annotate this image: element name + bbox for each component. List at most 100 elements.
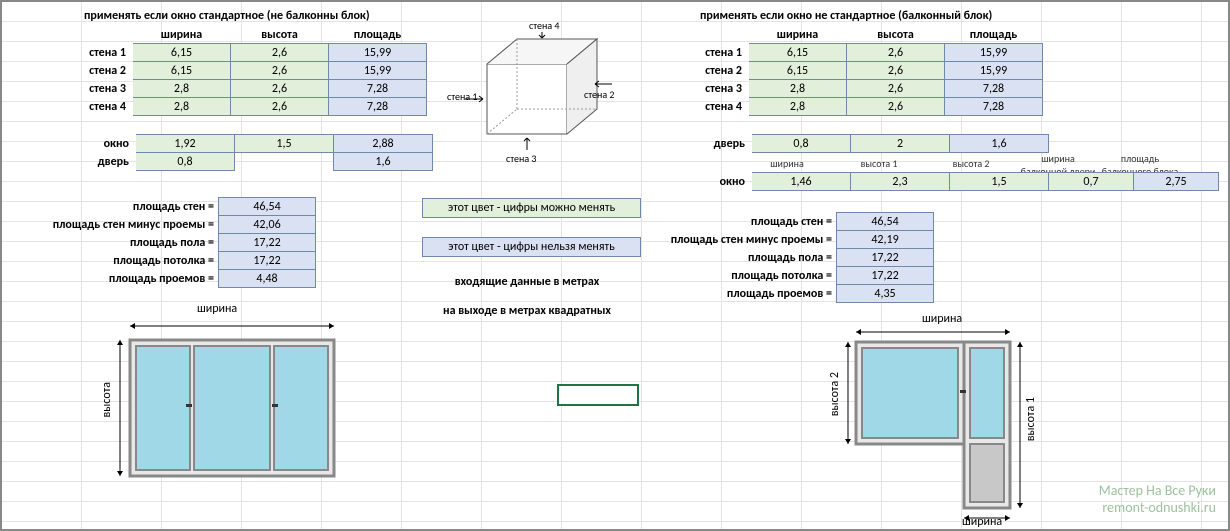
cell: 15,99: [329, 44, 427, 62]
col-height: высота: [847, 26, 945, 44]
cell[interactable]: 2,6: [231, 44, 329, 62]
result-label: площадь стен минус проемы =: [630, 231, 837, 249]
row-label: стена 1: [661, 44, 749, 62]
cell[interactable]: 2,6: [231, 98, 329, 116]
result-label: площадь пола =: [12, 234, 219, 252]
note-output-units: на выходе в метрах квадратных: [422, 304, 632, 318]
result-label: площадь стен =: [630, 213, 837, 231]
right-title: применять если окно не стандартное (балк…: [700, 9, 992, 23]
cell[interactable]: 2,6: [847, 80, 945, 98]
row-label: окно: [661, 173, 752, 191]
cell[interactable]: 2,8: [133, 98, 231, 116]
balcony-height2-label: высота 2: [828, 372, 842, 416]
cell[interactable]: 1,5: [950, 173, 1049, 191]
cell[interactable]: 2,8: [749, 80, 847, 98]
left-title: применять если окно стандартное (не балк…: [84, 9, 370, 23]
cell[interactable]: 2,6: [847, 62, 945, 80]
window-width-label: ширина: [197, 302, 237, 316]
row-label: дверь: [661, 135, 752, 153]
cell: 7,28: [329, 98, 427, 116]
left-walls-table: ширина высота площадь стена 16,152,615,9…: [44, 26, 427, 116]
left-results: площадь стен =46,54 площадь стен минус п…: [12, 197, 316, 288]
cell: 7,28: [329, 80, 427, 98]
row-label: стена 1: [45, 44, 133, 62]
sublabel: высота 1: [834, 157, 924, 170]
cell[interactable]: 6,15: [133, 44, 231, 62]
cell[interactable]: 2,8: [133, 80, 231, 98]
cell[interactable]: 2,6: [231, 62, 329, 80]
cell: 15,99: [945, 44, 1043, 62]
cell[interactable]: 1,46: [752, 173, 851, 191]
standard-window-diagram: [112, 318, 342, 488]
cell[interactable]: 2,6: [231, 80, 329, 98]
cell[interactable]: 0,8: [136, 153, 235, 171]
cell[interactable]: 1,5: [235, 135, 334, 153]
result-label: площадь потолка =: [630, 267, 837, 285]
row-label: стена 2: [45, 62, 133, 80]
cell: 2,75: [1134, 173, 1219, 191]
cell: 2,88: [334, 135, 433, 153]
cell[interactable]: 2,8: [749, 98, 847, 116]
col-width: ширина: [133, 26, 231, 44]
watermark-line: Мастер На Все Руки: [1099, 483, 1216, 500]
col-width: ширина: [749, 26, 847, 44]
result-value: 17,22: [219, 252, 316, 270]
balcony-width-label: ширина: [922, 312, 962, 326]
active-cell[interactable]: [557, 384, 639, 406]
cell: 15,99: [329, 62, 427, 80]
wall-label-4: стена 4: [529, 19, 559, 32]
result-label: площадь проемов =: [12, 270, 219, 288]
result-value: 46,54: [219, 198, 316, 216]
cell[interactable]: 6,15: [749, 44, 847, 62]
result-value: 17,22: [837, 249, 934, 267]
result-label: площадь стен =: [12, 198, 219, 216]
wall-label-1: стена 1: [447, 90, 477, 103]
sublabel: ширина: [742, 157, 832, 170]
col-area: площадь: [329, 26, 427, 44]
result-value: 46,54: [837, 213, 934, 231]
sublabel: высота 2: [926, 157, 1016, 170]
wall-label-2: стена 2: [584, 88, 614, 101]
cell[interactable]: 2,6: [847, 44, 945, 62]
cell[interactable]: 0,8: [752, 135, 851, 153]
right-walls-table: ширина высота площадь стена 16,152,615,9…: [660, 26, 1043, 116]
result-value: 42,06: [219, 216, 316, 234]
row-label: стена 3: [661, 80, 749, 98]
result-value: 4,35: [837, 285, 934, 303]
cell: 1,6: [334, 153, 433, 171]
row-label: окно: [45, 135, 136, 153]
cell: 1,6: [950, 135, 1049, 153]
result-value: 17,22: [219, 234, 316, 252]
row-label: дверь: [45, 153, 136, 171]
wall-label-3: стена 3: [506, 152, 536, 165]
result-label: площадь проемов =: [630, 285, 837, 303]
legend-calculated: этот цвет - цифры нельзя менять: [422, 237, 641, 257]
row-label: стена 2: [661, 62, 749, 80]
cell[interactable]: 0,7: [1049, 173, 1134, 191]
cell[interactable]: 1,92: [136, 135, 235, 153]
result-value: 4,48: [219, 270, 316, 288]
note-input-units: входящие данные в метрах: [422, 275, 632, 289]
cell: [235, 153, 334, 171]
right-window-table: окно 1,46 2,3 1,5 0,7 2,75: [660, 172, 1219, 191]
result-label: площадь пола =: [630, 249, 837, 267]
cell[interactable]: 6,15: [133, 62, 231, 80]
result-value: 17,22: [837, 267, 934, 285]
balcony-window-diagram: [842, 326, 1042, 526]
legend-editable: этот цвет - цифры можно менять: [422, 198, 641, 218]
col-area: площадь: [945, 26, 1043, 44]
cell: 7,28: [945, 98, 1043, 116]
cell[interactable]: 2: [851, 135, 950, 153]
result-value: 42,19: [837, 231, 934, 249]
row-label: стена 4: [45, 98, 133, 116]
cell[interactable]: 2,6: [847, 98, 945, 116]
col-height: высота: [231, 26, 329, 44]
cell[interactable]: 6,15: [749, 62, 847, 80]
watermark-line: remont-odnushki.ru: [1099, 500, 1216, 517]
watermark: Мастер На Все Руки remont-odnushki.ru: [1099, 483, 1216, 517]
cell: 7,28: [945, 80, 1043, 98]
cell[interactable]: 2,3: [851, 173, 950, 191]
result-label: площадь потолка =: [12, 252, 219, 270]
right-results: площадь стен =46,54 площадь стен минус п…: [630, 212, 934, 303]
result-label: площадь стен минус проемы =: [12, 216, 219, 234]
